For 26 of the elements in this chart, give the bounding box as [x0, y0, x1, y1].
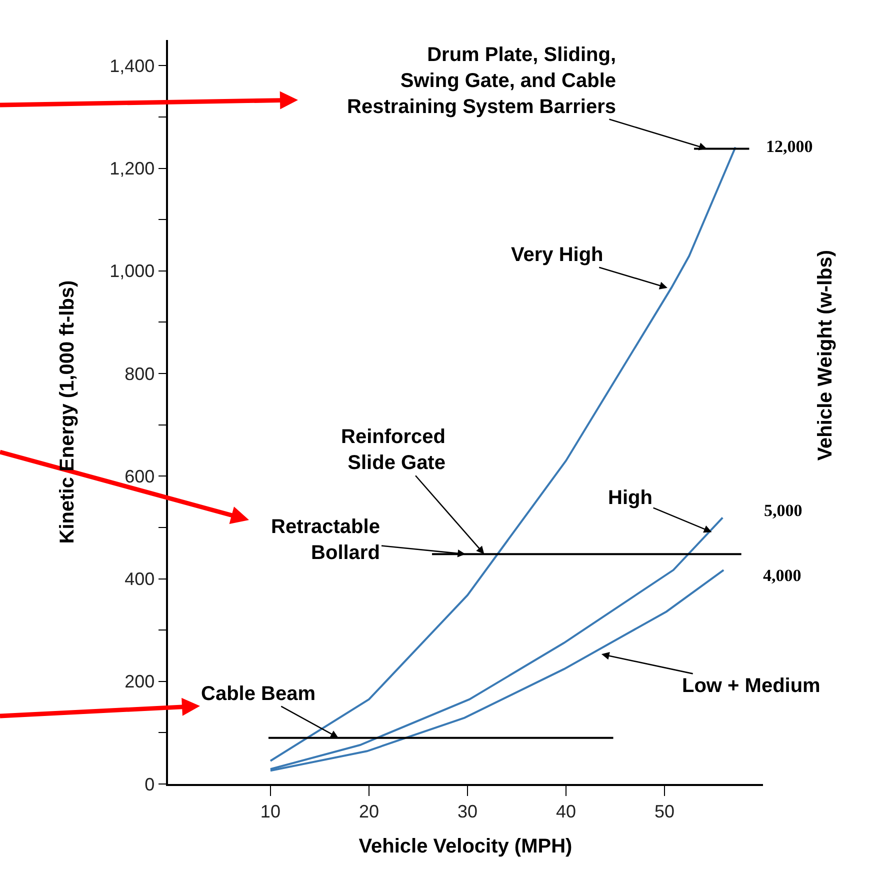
- annotation: High: [608, 487, 652, 509]
- annotation: Drum Plate, Sliding, Swing Gate, and Cable Restraining System Barriers: [347, 44, 616, 118]
- x-tick-label: 40: [556, 801, 576, 822]
- annotation: Retractable Bollard: [271, 516, 380, 564]
- x-tick-label: 30: [457, 801, 478, 822]
- x-tick-label: 20: [358, 801, 379, 822]
- annotation: Cable Beam: [201, 683, 316, 705]
- y-tick-label: 1,000: [110, 261, 155, 282]
- x-axis-title: Vehicle Velocity (MPH): [358, 835, 572, 858]
- annotation: Very High: [511, 244, 604, 266]
- y-tick-label: 0: [144, 774, 155, 794]
- y-tick-label: 400: [124, 569, 155, 590]
- series-label: 12,000: [766, 137, 813, 156]
- text: 5,000: [764, 501, 802, 520]
- y-tick-label: 1,400: [110, 56, 155, 76]
- x-tick-label: 10: [260, 801, 280, 822]
- y-tick-label: 200: [124, 672, 155, 692]
- y-axis-title: Kinetic Energy (1,000 ft-lbs): [56, 280, 79, 544]
- annotation: Reinforced Slide Gate: [341, 426, 446, 474]
- y2-axis-title: Vehicle Weight (w-lbs): [814, 250, 836, 461]
- annotation: Low + Medium: [682, 675, 820, 697]
- y-tick-label: 800: [124, 364, 155, 384]
- x-tick-label: 50: [654, 801, 675, 822]
- y-tick-label: 1,200: [110, 158, 155, 179]
- y-tick-label: 600: [124, 466, 155, 486]
- text: 4,000: [763, 566, 802, 585]
